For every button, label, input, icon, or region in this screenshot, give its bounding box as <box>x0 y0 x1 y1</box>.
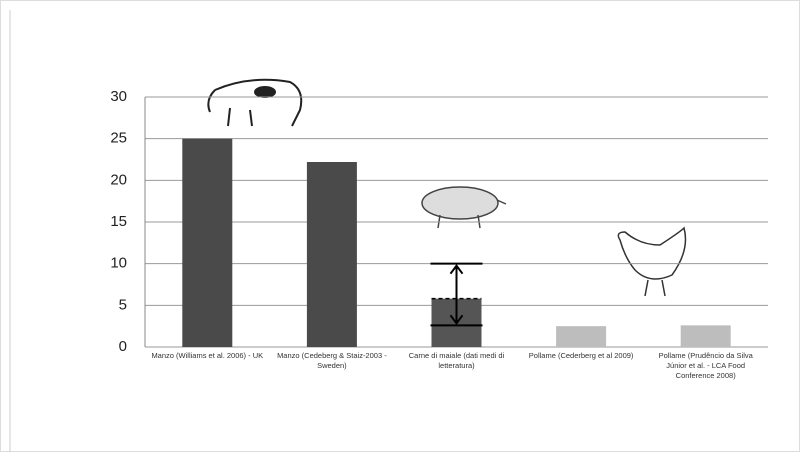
y-tick-label: 10 <box>110 255 127 272</box>
x-tick-label: Pollame (Cederberg et al 2009) <box>528 351 634 360</box>
x-tick-label-box: Pollame (Prudêncio da Silva Júnior et al… <box>658 351 753 380</box>
y-tick-label: 0 <box>119 338 127 355</box>
bar <box>306 162 357 347</box>
x-tick-label: Carne di maiale (dati medi di letteratur… <box>408 351 505 370</box>
bar <box>556 326 607 347</box>
chicken-icon <box>617 226 687 297</box>
bar <box>182 138 233 347</box>
y-tick-label: 15 <box>110 213 127 230</box>
x-tick-label: Manzo (Williams et al. 2006) - UK <box>151 351 264 360</box>
x-tick-label-box: Pollame (Cederberg et al 2009) <box>528 351 634 360</box>
x-tick-label-box: Manzo (Cedeberg & Staiz-2003 - Sweden) <box>277 351 387 370</box>
pig-icon <box>421 186 507 229</box>
y-tick-label: 5 <box>119 296 127 313</box>
x-tick-label-box: Carne di maiale (dati medi di letteratur… <box>408 351 505 370</box>
bar <box>680 325 731 347</box>
y-tick-label: 25 <box>110 130 127 147</box>
y-tick-label: 20 <box>110 171 127 188</box>
x-tick-label-box: Manzo (Williams et al. 2006) - UK <box>151 351 264 360</box>
y-tick-label: 30 <box>110 88 127 105</box>
arrow-head <box>449 264 464 275</box>
x-tick-label: Manzo (Cedeberg & Staiz-2003 - Sweden) <box>277 351 387 370</box>
x-tick-label: Pollame (Prudêncio da Silva Júnior et al… <box>658 351 753 380</box>
cow-icon <box>207 78 303 127</box>
arrow-head <box>449 314 464 325</box>
